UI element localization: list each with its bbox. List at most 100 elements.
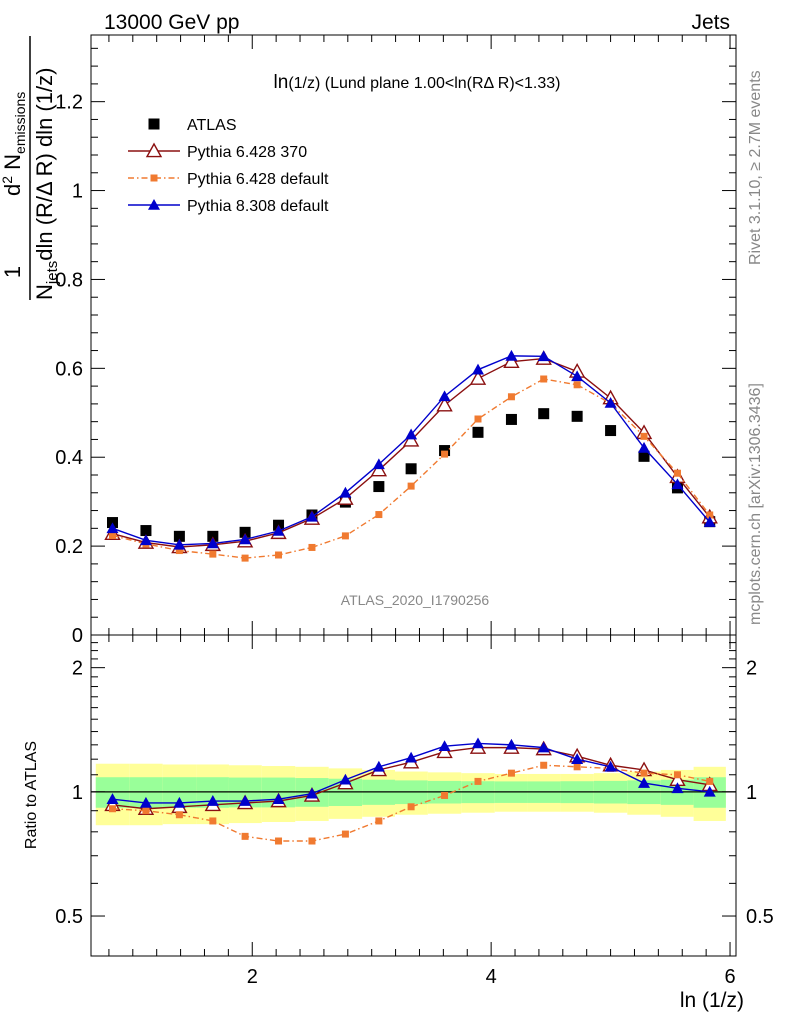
point-pythia6_default — [507, 393, 515, 401]
watermark-label: ATLAS_2020_I1790256 — [341, 592, 490, 608]
ylabel-njets-sub: jets — [44, 261, 61, 285]
point-pythia6_default — [341, 532, 349, 540]
main-y-tick-label: 0 — [72, 625, 83, 647]
point-pythia8_default — [239, 533, 252, 545]
ratio-x-ticks: 2 4 6 — [108, 635, 736, 988]
point-pythia6_default — [540, 375, 548, 383]
ratio-y-tick-label: 0.5 — [55, 906, 83, 928]
point-pythia8_default — [106, 522, 119, 534]
legend: ATLAS Pythia 6.428 370 Pythia 6.428 defaul… — [128, 117, 329, 215]
point-pythia6_default — [507, 769, 515, 777]
point-data — [207, 530, 219, 542]
point-pythia6_370 — [469, 370, 487, 385]
point-pythia8_default — [173, 538, 186, 550]
point-pythia8_default — [703, 785, 716, 797]
point-pythia6_default — [209, 817, 217, 825]
ylabel-num-d: d — [0, 184, 25, 196]
ratio-plot-frame — [90, 634, 737, 957]
point-pythia8_default — [472, 737, 484, 749]
point-pythia6_default — [275, 837, 283, 845]
point-pythia8_default — [305, 787, 318, 799]
main-y-tick-label: 0.8 — [55, 269, 83, 291]
point-pythia8_default — [339, 486, 352, 498]
header-right: Jets — [691, 11, 730, 34]
point-data — [140, 525, 152, 537]
point-pythia8_default — [239, 795, 252, 806]
point-pythia8_default — [604, 760, 617, 772]
ratio-y-tick-label: 1 — [72, 782, 83, 804]
rivet-label: Rivet 3.1.10, ≥ 2.7M events — [747, 70, 764, 265]
ylabel-njets-N: N — [32, 284, 57, 300]
plot-title-rest: (Lund plane 1.00<ln(RΔ R)<1.33) — [320, 75, 560, 92]
ratio-y-tick-label-right: 0.5 — [746, 906, 774, 928]
point-pythia6_default — [341, 830, 349, 838]
ratio-y-ticks: 0.5 0.5 1 1 2 2 — [55, 642, 774, 928]
point-pythia8_default — [405, 428, 418, 440]
point-pythia6_370 — [436, 743, 453, 759]
main-series-layer — [104, 349, 718, 562]
ylabel-den-rest: dln (R/Δ R) dln (1/z) — [32, 68, 57, 261]
point-pythia6_default — [706, 511, 714, 519]
point-pythia6_default — [175, 547, 183, 555]
point-data — [505, 413, 517, 425]
point-pythia6_default — [673, 771, 681, 779]
point-data — [439, 445, 451, 457]
point-pythia6_default — [441, 791, 449, 799]
main-x-ticks — [108, 35, 731, 635]
point-pythia8_default — [505, 738, 518, 750]
point-pythia8_default — [537, 741, 550, 753]
point-data — [605, 425, 617, 437]
point-pythia6_default — [209, 550, 217, 558]
point-pythia6_default — [573, 381, 581, 389]
point-pythia8_default — [571, 370, 584, 382]
point-pythia6_default — [474, 777, 482, 785]
ylabel-num-sup: 2 — [0, 176, 15, 184]
point-pythia6_370 — [503, 353, 520, 368]
point-pythia6_default — [540, 761, 548, 769]
point-pythia6_default — [308, 543, 316, 551]
main-y-tick-label: 1 — [72, 181, 83, 203]
point-pythia8_default — [206, 795, 219, 806]
legend-label-data: ATLAS — [187, 117, 237, 134]
point-pythia8_default — [372, 458, 385, 470]
series-line-pythia8_default — [112, 355, 711, 546]
point-pythia8_default — [671, 478, 684, 490]
point-pythia6_default — [573, 763, 581, 771]
y-axis-label-main: 1 Njetsdln (R/Δ R) dln (1/z) d2 Nemissio… — [0, 36, 61, 300]
legend-label-pythia6_default: Pythia 6.428 default — [187, 171, 329, 188]
point-pythia8_default — [671, 782, 684, 794]
legend-marker-pythia8_default — [148, 199, 160, 210]
ratio-ylabel: Ratio to ATLAS — [23, 741, 40, 849]
point-data — [538, 408, 550, 420]
point-pythia8_default — [604, 397, 617, 408]
legend-label-pythia6_370: Pythia 6.428 370 — [187, 144, 307, 161]
point-data — [239, 526, 251, 538]
main-plot-panel: 0 0.2 0.4 0.6 0.8 1 1.2 ln(1/z) (Lund plane 1.… — [55, 34, 737, 647]
legend-label-pythia8_default: Pythia 8.308 default — [187, 198, 329, 215]
point-pythia6_default — [375, 817, 383, 825]
point-pythia8_default — [272, 525, 285, 536]
point-pythia6_default — [175, 811, 183, 819]
point-pythia8_default — [405, 751, 418, 763]
point-pythia6_default — [640, 769, 648, 777]
mcplots-label: mcplots.cern.ch [arXiv:1306.3436] — [747, 383, 764, 625]
ratio-plot-panel: 0.5 0.5 1 1 2 2 2 4 6 Ratio to ATLAS — [23, 634, 774, 988]
point-pythia8_default — [206, 537, 219, 549]
point-pythia6_370 — [337, 490, 354, 505]
ratio-y-tick-label-right: 2 — [746, 658, 757, 680]
point-pythia6_370 — [370, 461, 388, 477]
point-pythia6_default — [241, 554, 249, 562]
point-pythia6_default — [673, 469, 681, 477]
ylabel-one: 1 — [0, 266, 25, 278]
point-data — [173, 530, 185, 542]
point-pythia8_default — [638, 441, 651, 453]
point-pythia8_default — [505, 349, 518, 361]
point-pythia6_default — [474, 415, 482, 423]
ratio-series-layer — [104, 737, 718, 845]
point-pythia6_default — [407, 482, 415, 490]
point-pythia8_default — [173, 796, 186, 808]
main-y-tick-label: 0.4 — [55, 447, 83, 469]
point-pythia6_370 — [436, 396, 453, 412]
point-pythia6_default — [109, 531, 116, 539]
